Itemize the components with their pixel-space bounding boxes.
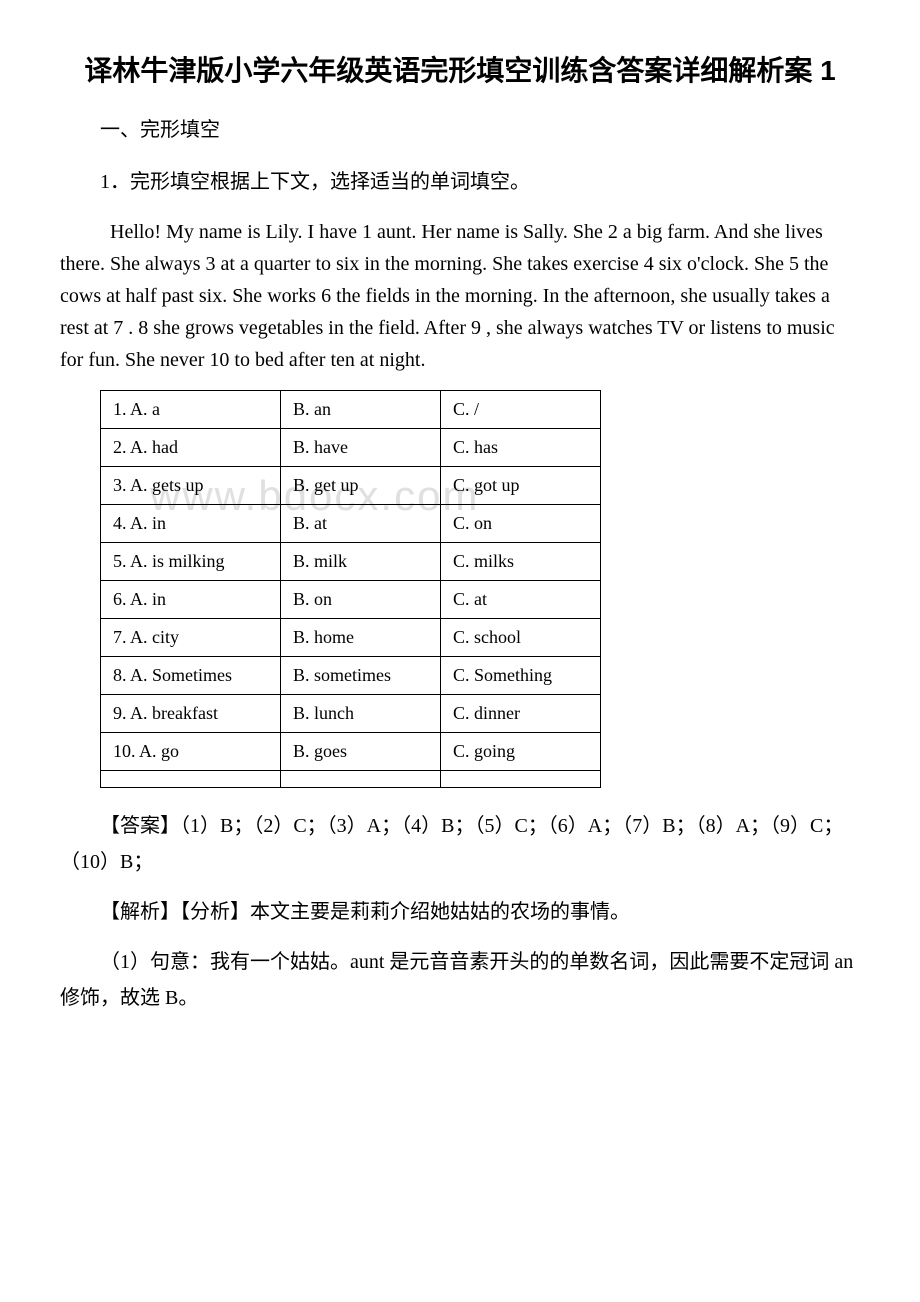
- table-row: 8. A. Sometimes B. sometimes C. Somethin…: [101, 657, 601, 695]
- options-table: 1. A. a B. an C. / 2. A. had B. have C. …: [100, 390, 601, 788]
- table-row: 9. A. breakfast B. lunch C. dinner: [101, 695, 601, 733]
- table-cell: C. going: [441, 733, 601, 771]
- analysis-text: 【解析】【分析】本文主要是莉莉介绍她姑姑的农场的事情。: [60, 894, 860, 930]
- table-cell: 1. A. a: [101, 391, 281, 429]
- table-cell: C. /: [441, 391, 601, 429]
- table-cell: B. at: [281, 505, 441, 543]
- table-row: 1. A. a B. an C. /: [101, 391, 601, 429]
- table-cell: B. have: [281, 429, 441, 467]
- table-cell: 10. A. go: [101, 733, 281, 771]
- table-cell: C. at: [441, 581, 601, 619]
- table-cell: B. goes: [281, 733, 441, 771]
- table-cell: C. got up: [441, 467, 601, 505]
- table-cell: 6. A. in: [101, 581, 281, 619]
- table-cell: C. milks: [441, 543, 601, 581]
- table-cell: B. milk: [281, 543, 441, 581]
- table-cell: [101, 771, 281, 788]
- table-cell: C. Something: [441, 657, 601, 695]
- table-row: 5. A. is milking B. milk C. milks: [101, 543, 601, 581]
- document-title: 译林牛津版小学六年级英语完形填空训练含答案详细解析案 1: [60, 50, 860, 92]
- table-cell: C. on: [441, 505, 601, 543]
- table-row: 4. A. in B. at C. on: [101, 505, 601, 543]
- table-row: 3. A. gets up B. get up C. got up: [101, 467, 601, 505]
- table-cell: B. get up: [281, 467, 441, 505]
- table-cell: 7. A. city: [101, 619, 281, 657]
- section-header: 一、完形填空: [60, 112, 860, 148]
- table-cell: B. lunch: [281, 695, 441, 733]
- table-row: 6. A. in B. on C. at: [101, 581, 601, 619]
- table-cell: B. sometimes: [281, 657, 441, 695]
- explanation-text: （1）句意：我有一个姑姑。aunt 是元音音素开头的的单数名词，因此需要不定冠词…: [60, 944, 860, 1016]
- table-row: [101, 771, 601, 788]
- table-cell: C. dinner: [441, 695, 601, 733]
- table-cell: 8. A. Sometimes: [101, 657, 281, 695]
- table-cell: [441, 771, 601, 788]
- table-row: 2. A. had B. have C. has: [101, 429, 601, 467]
- table-cell: 4. A. in: [101, 505, 281, 543]
- table-cell: B. on: [281, 581, 441, 619]
- table-cell: 2. A. had: [101, 429, 281, 467]
- table-cell: [281, 771, 441, 788]
- table-cell: B. home: [281, 619, 441, 657]
- passage-text: Hello! My name is Lily. I have 1 aunt. H…: [60, 216, 860, 376]
- table-cell: B. an: [281, 391, 441, 429]
- table-cell: C. school: [441, 619, 601, 657]
- question-intro: 1．完形填空根据上下文，选择适当的单词填空。: [60, 164, 860, 200]
- table-cell: 9. A. breakfast: [101, 695, 281, 733]
- table-wrapper: www.bdocx.com 1. A. a B. an C. / 2. A. h…: [60, 390, 860, 788]
- table-row: 7. A. city B. home C. school: [101, 619, 601, 657]
- table-cell: 3. A. gets up: [101, 467, 281, 505]
- table-cell: C. has: [441, 429, 601, 467]
- answer-text: 【答案】（1）B；（2）C；（3）A；（4）B；（5）C；（6）A；（7）B；（…: [60, 808, 860, 880]
- table-row: 10. A. go B. goes C. going: [101, 733, 601, 771]
- table-cell: 5. A. is milking: [101, 543, 281, 581]
